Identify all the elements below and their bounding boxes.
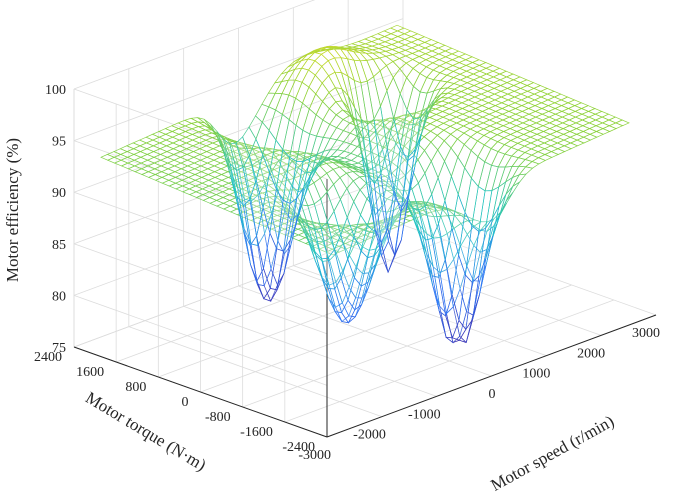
axes-grid [73, 0, 657, 438]
y-tick-label: -800 [205, 410, 231, 425]
back-wall-grid-line [73, 18, 404, 141]
floor-grid-line [200, 269, 530, 393]
surface-patch [100, 154, 116, 161]
floor-grid-line [116, 239, 446, 363]
x-tick-label: 0 [489, 387, 496, 402]
y-tick-label: 800 [125, 380, 146, 395]
y-axis-line [73, 346, 328, 438]
z-tick-label: 95 [52, 135, 66, 150]
x-axis-label: Motor speed (r/min) [487, 411, 617, 494]
x-tick-label: -3000 [298, 448, 331, 463]
x-tick-label: 2000 [577, 346, 605, 361]
back-wall-grid-line [73, 69, 404, 193]
x-axis-line [326, 314, 657, 438]
floor-grid-line [242, 284, 572, 408]
z-tick-label: 80 [52, 289, 66, 304]
x-tick-label: -1000 [408, 407, 441, 422]
back-wall-grid-line [73, 121, 404, 245]
z-tick-label: 100 [45, 83, 66, 98]
y-tick-label: 2400 [34, 350, 62, 365]
z-tick-label: 75 [52, 341, 66, 356]
y-axis-label: Motor torque (N·m) [82, 388, 209, 475]
tick-labels: 75 80 85 90 95 100 -2400 -1600 -800 0 800 1600 2400 -… [34, 83, 660, 463]
y-tick-label: -2400 [282, 440, 315, 455]
z-tick-label: 90 [52, 186, 66, 201]
back-wall-grid-line [73, 0, 316, 90]
x-tick-label: 1000 [522, 367, 550, 382]
z-axis-label: Motor efficiency (%) [3, 138, 22, 282]
y-tick-label: -1600 [240, 425, 273, 440]
floor-grid-line [284, 299, 614, 423]
side-wall-grid-line [73, 140, 328, 231]
surface-mesh [100, 24, 630, 344]
side-wall-grid-line [73, 88, 328, 180]
z-tick-label: 85 [52, 238, 66, 253]
x-tick-label: -2000 [353, 428, 386, 443]
back-wall-grid-line [73, 173, 404, 296]
y-tick-label: 0 [182, 395, 189, 410]
x-tick-label: 3000 [632, 326, 660, 341]
side-wall-grid-line [73, 295, 328, 386]
back-wall-grid-line [73, 224, 404, 348]
side-wall-grid-line [73, 243, 328, 335]
y-tick-label: 1600 [76, 365, 104, 380]
